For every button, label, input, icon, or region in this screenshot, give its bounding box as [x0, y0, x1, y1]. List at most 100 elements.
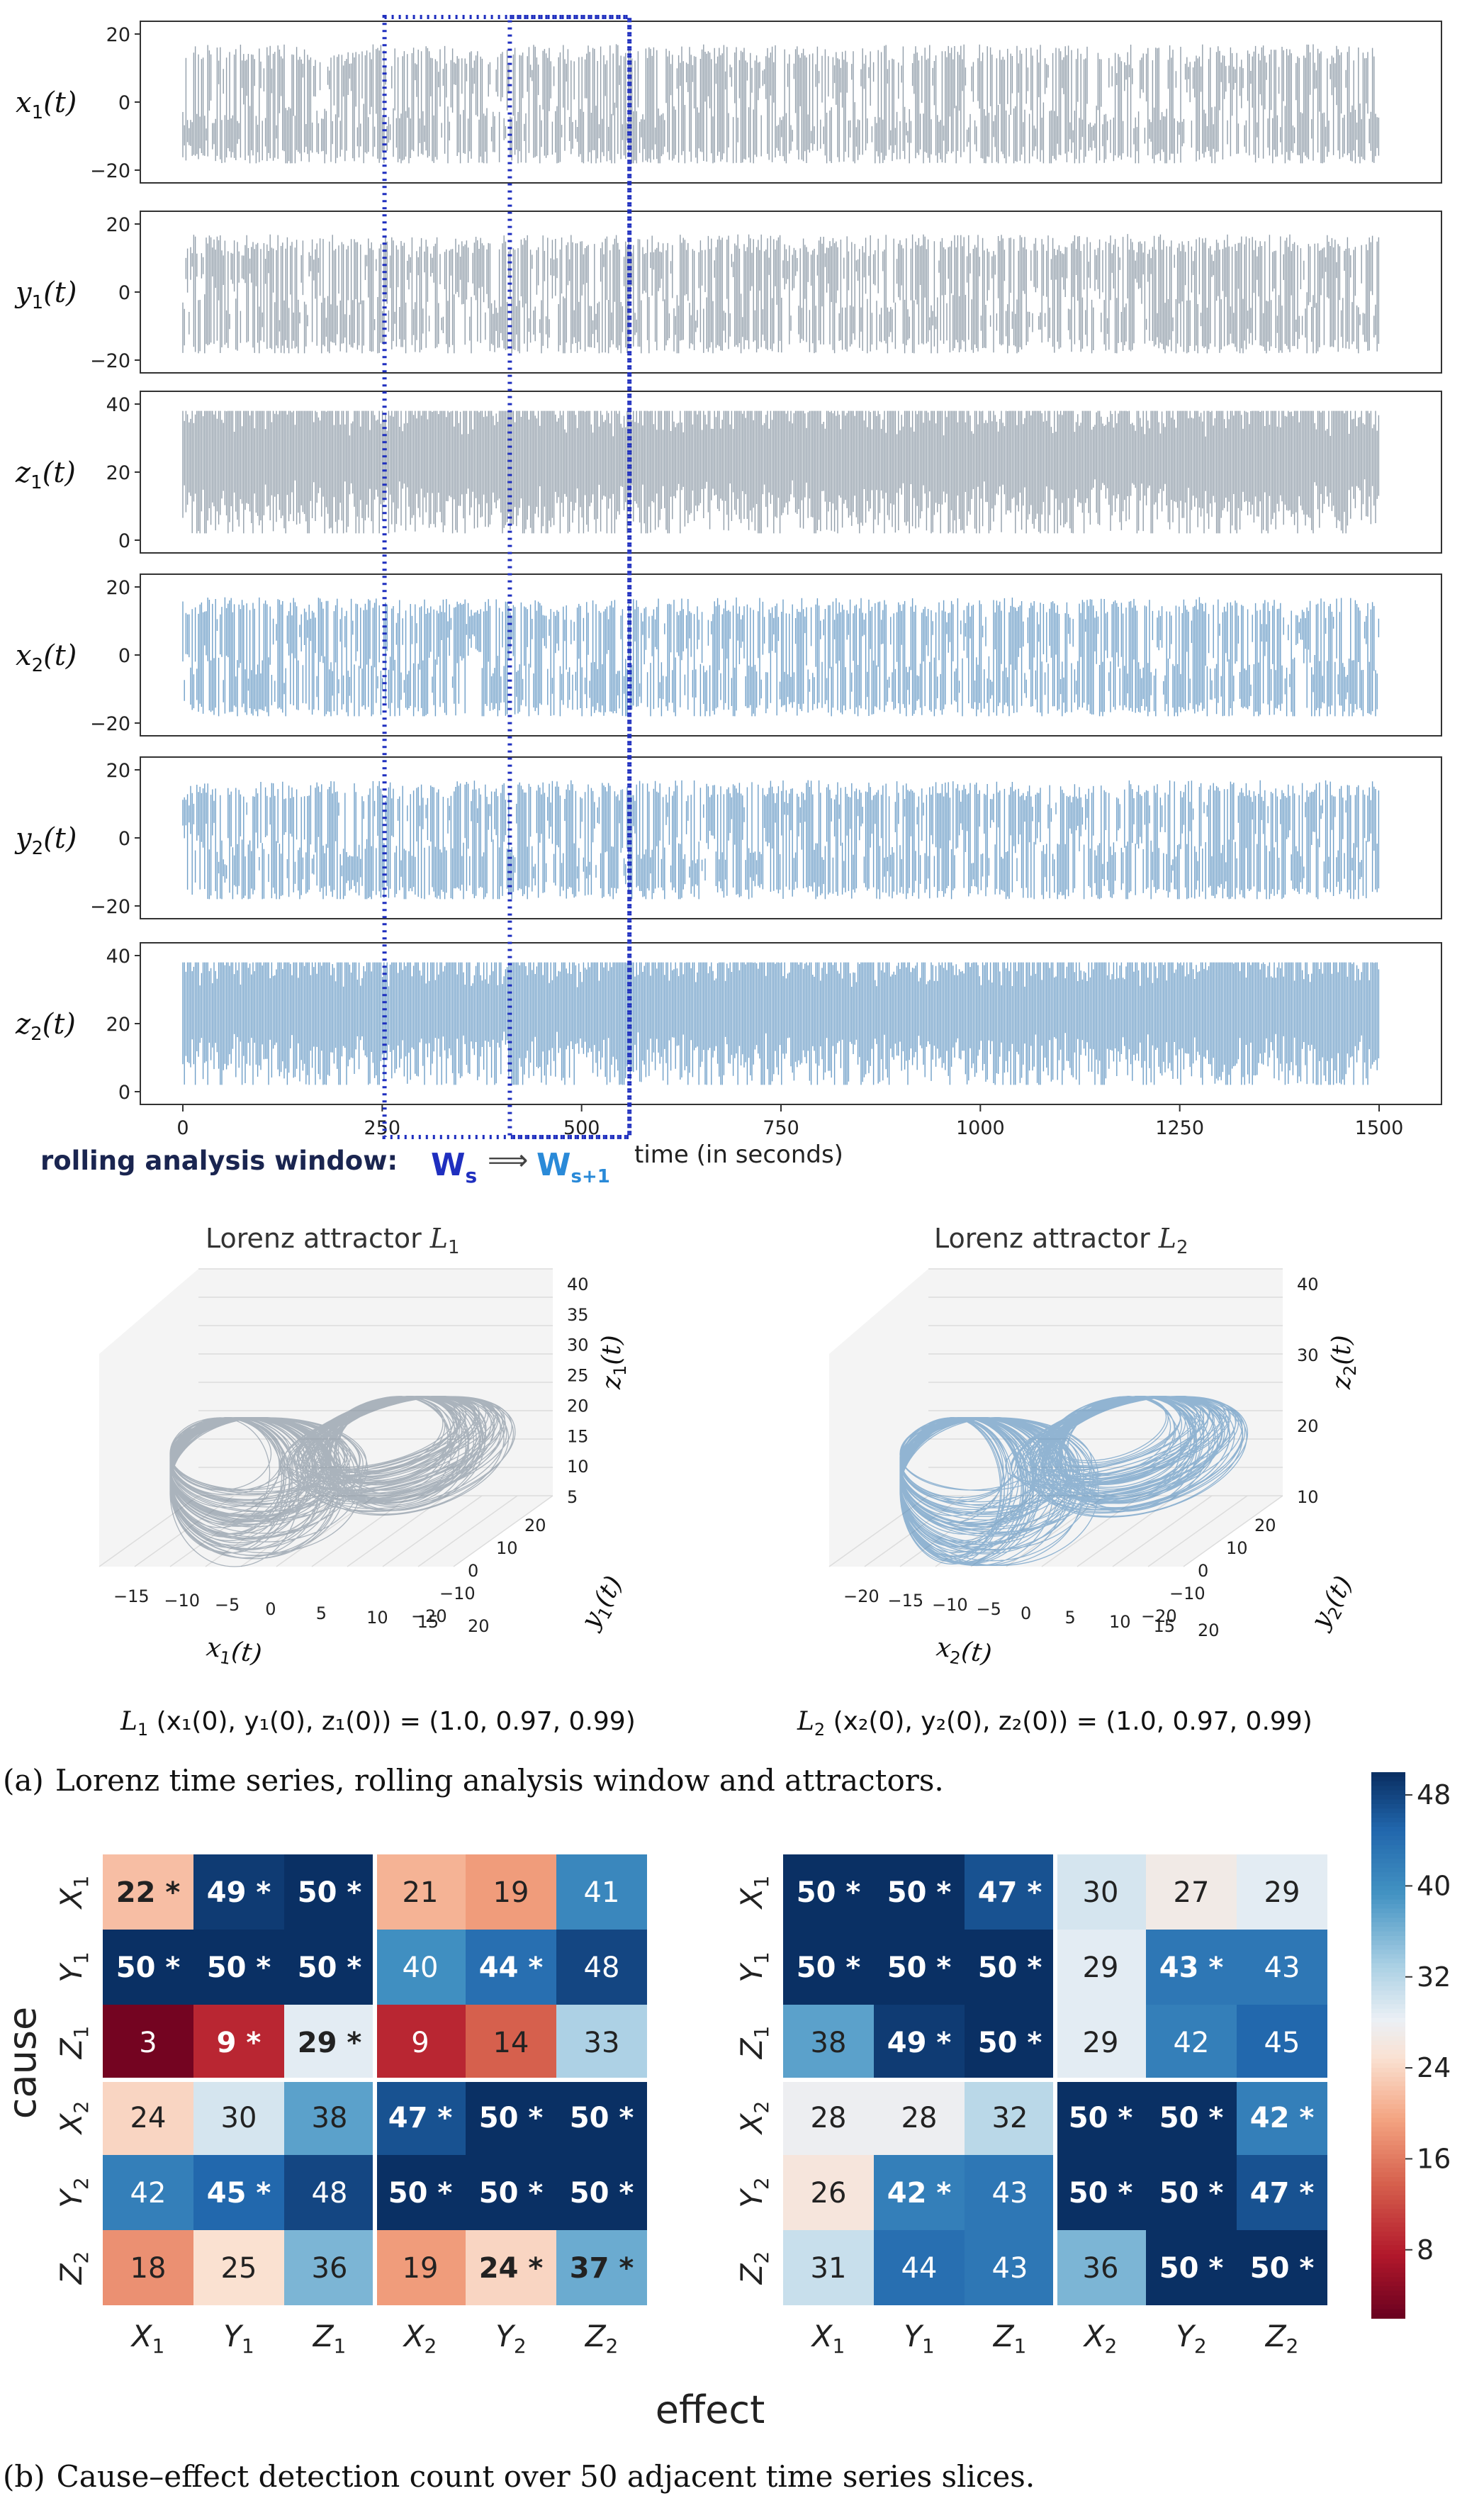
heatmap-cell-label: 36: [1083, 2252, 1119, 2285]
time-tick-label: 250: [364, 1117, 401, 1139]
heatmap-cell: [1055, 2005, 1146, 2080]
colorbar-tick-label: 16: [1417, 2143, 1451, 2174]
colorbar-segment: [1371, 1944, 1405, 1951]
z-tick-label: 30: [1297, 1345, 1319, 1365]
heatmap-cell-label: 28: [901, 2102, 938, 2134]
heatmap-tick-label: Z2: [54, 2251, 93, 2285]
colorbar-segment: [1371, 1936, 1405, 1942]
heatmap-cell-label: 40: [403, 1952, 439, 1984]
heatmap-cell-label: 50 *: [207, 1952, 271, 1984]
heatmap-cell: [1146, 2155, 1237, 2230]
x-tick-label: 20: [468, 1616, 490, 1636]
series-label: x2(t): [16, 639, 77, 676]
heatmap-cell-label: 41: [584, 1876, 620, 1909]
colorbar-tick-label: 24: [1417, 2052, 1451, 2083]
colorbar-segment: [1371, 2185, 1405, 2192]
colorbar-segment: [1371, 2286, 1405, 2292]
colorbar-segment: [1371, 1899, 1405, 1905]
x-tick-label: −15: [888, 1591, 924, 1611]
colorbar-segment: [1371, 1931, 1405, 1937]
heatmap-cell-label: 43: [1264, 1952, 1300, 1984]
heatmap-cell: [375, 1930, 466, 2005]
colorbar-segment: [1371, 2190, 1405, 2196]
colorbar-segment: [1371, 1818, 1405, 1823]
colorbar-segment: [1371, 2036, 1405, 2042]
heatmap-cell-label: 50 *: [887, 1876, 952, 1909]
colorbar-segment: [1371, 1904, 1405, 1910]
heatmap-cell: [556, 2005, 647, 2080]
colorbar-segment: [1371, 2204, 1405, 2210]
colorbar-segment: [1371, 1967, 1405, 1974]
y-tick-label: 20: [106, 462, 130, 484]
series-trace: [182, 597, 1380, 717]
heatmap-cell: [1146, 2230, 1237, 2305]
colorbar-segment: [1371, 1927, 1405, 1932]
heatmap-cell-label: 42: [130, 2177, 167, 2210]
heatmap-cell-label: 38: [811, 2027, 847, 2059]
colorbar-segment: [1371, 1790, 1405, 1796]
x-tick-label: −5: [977, 1599, 1001, 1619]
colorbar-segment: [1371, 1886, 1405, 1891]
colorbar-segment: [1371, 2086, 1405, 2092]
heatmap-cell-label: 14: [493, 2027, 529, 2059]
colorbar-segment: [1371, 1999, 1405, 2005]
colorbar-segment: [1371, 1981, 1405, 1987]
colorbar-segment: [1371, 2277, 1405, 2283]
attractor-grid: [382, 1495, 483, 1567]
attractor-trace: [899, 1396, 1249, 1567]
heatmap-cell-label: 31: [811, 2252, 847, 2285]
ws1-letter: W: [536, 1147, 571, 1183]
heatmap-cell-label: 42 *: [1250, 2102, 1315, 2134]
heatmap-cell-label: 36: [312, 2252, 348, 2285]
colorbar-segment: [1371, 2108, 1405, 2115]
heatmap-cell: [965, 1854, 1055, 1930]
heatmaps-panel: 22 * 49 * 50 * 21 19 41 50 * 50 * 50 * 40 44 * 48 3 9…: [54, 1854, 1327, 2358]
heatmap-tick-label: X2: [54, 2101, 93, 2136]
rolling-window-label: rolling analysis window:: [40, 1146, 398, 1176]
colorbar-segment: [1371, 2177, 1405, 2183]
x-tick-label: 0: [265, 1599, 276, 1619]
heatmap-cell: [1146, 1854, 1237, 1930]
heatmap-cell: [103, 2080, 193, 2155]
heatmap-cell: [1237, 1930, 1327, 2005]
heatmap-cell: [1055, 2080, 1146, 2155]
heatmap-cell-label: 29: [1083, 1952, 1119, 1984]
heatmap-cell: [783, 2155, 874, 2230]
colorbar-segment: [1371, 2063, 1405, 2069]
y-axis-label: y2(t): [1305, 1571, 1361, 1636]
heatmap-cell-label: 43 *: [1159, 1952, 1224, 1984]
heatmap-2: 50 * 50 * 47 * 30 27 29 50 * 50 * 50 * 29 43 * 43 38…: [734, 1854, 1327, 2358]
heatmap-cell-label: 45: [1264, 2027, 1300, 2059]
y-tick-label: −20: [411, 1606, 447, 1626]
z-tick-label: 5: [567, 1487, 578, 1507]
colorbar-segment: [1371, 1918, 1405, 1923]
heatmap-cell: [783, 2005, 874, 2080]
heatmap-cell-label: 22 *: [116, 1876, 181, 1909]
rolling-window-boxes: [382, 15, 632, 1139]
heatmap-tick-label: Y2: [1176, 2319, 1206, 2358]
heatmap-cell-label: 25: [221, 2252, 257, 2285]
y-tick-label: −20: [90, 713, 130, 735]
colorbar-segment: [1371, 1876, 1405, 1882]
colorbar-segment: [1371, 2004, 1405, 2010]
series-trace: [182, 780, 1380, 900]
colorbar-segment: [1371, 1949, 1405, 1955]
heatmap-tick-label: Z1: [54, 2026, 93, 2060]
heatmap-cell-label: 48: [584, 1952, 620, 1984]
z-tick-label: 30: [567, 1336, 589, 1355]
heatmap-cell-label: 48: [312, 2177, 348, 2210]
heatmap-cell: [556, 1930, 647, 2005]
heatmap-cell: [874, 2155, 965, 2230]
heatmap-cell: [466, 2230, 556, 2305]
attractor-grid: [1077, 1495, 1177, 1567]
colorbar-tick-label: 8: [1417, 2234, 1434, 2266]
attractor-2-title: Lorenz attractor L2: [934, 1223, 1188, 1258]
series-label: y1(t): [14, 276, 77, 313]
heatmap-tick-label: Z1: [313, 2319, 347, 2358]
heatmap-cell-label: 44 *: [479, 1952, 544, 1984]
colorbar-segment: [1371, 1995, 1405, 2000]
heatmap-cell-label: 21: [403, 1876, 439, 1909]
colorbar-segment: [1371, 2263, 1405, 2269]
colorbar-tick-label: 40: [1417, 1870, 1451, 1901]
